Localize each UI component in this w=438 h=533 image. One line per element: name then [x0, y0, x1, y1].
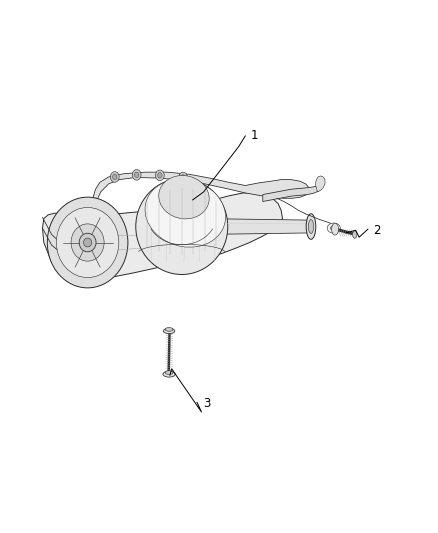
Text: 2: 2: [374, 224, 381, 237]
Circle shape: [132, 169, 141, 180]
Polygon shape: [221, 219, 311, 234]
Polygon shape: [315, 176, 325, 192]
Circle shape: [181, 175, 185, 180]
Ellipse shape: [306, 214, 316, 239]
Text: 3: 3: [204, 397, 211, 410]
Ellipse shape: [47, 197, 128, 288]
Ellipse shape: [71, 224, 104, 261]
Polygon shape: [42, 193, 283, 278]
Ellipse shape: [79, 233, 96, 252]
Ellipse shape: [163, 328, 175, 334]
Circle shape: [158, 173, 162, 178]
Circle shape: [179, 172, 187, 183]
Ellipse shape: [308, 220, 314, 233]
Ellipse shape: [163, 371, 175, 377]
Ellipse shape: [159, 175, 209, 219]
Ellipse shape: [327, 223, 340, 233]
Ellipse shape: [84, 238, 92, 247]
Polygon shape: [263, 185, 319, 201]
Ellipse shape: [353, 231, 357, 238]
Circle shape: [155, 170, 164, 181]
Ellipse shape: [331, 225, 337, 231]
Ellipse shape: [145, 179, 226, 247]
Ellipse shape: [136, 179, 228, 274]
Ellipse shape: [165, 371, 173, 374]
Ellipse shape: [57, 207, 119, 278]
Circle shape: [110, 172, 119, 182]
Circle shape: [113, 174, 117, 180]
Ellipse shape: [165, 327, 173, 331]
Text: 1: 1: [251, 130, 258, 142]
Circle shape: [134, 172, 139, 177]
Polygon shape: [92, 172, 309, 214]
Ellipse shape: [332, 223, 339, 235]
